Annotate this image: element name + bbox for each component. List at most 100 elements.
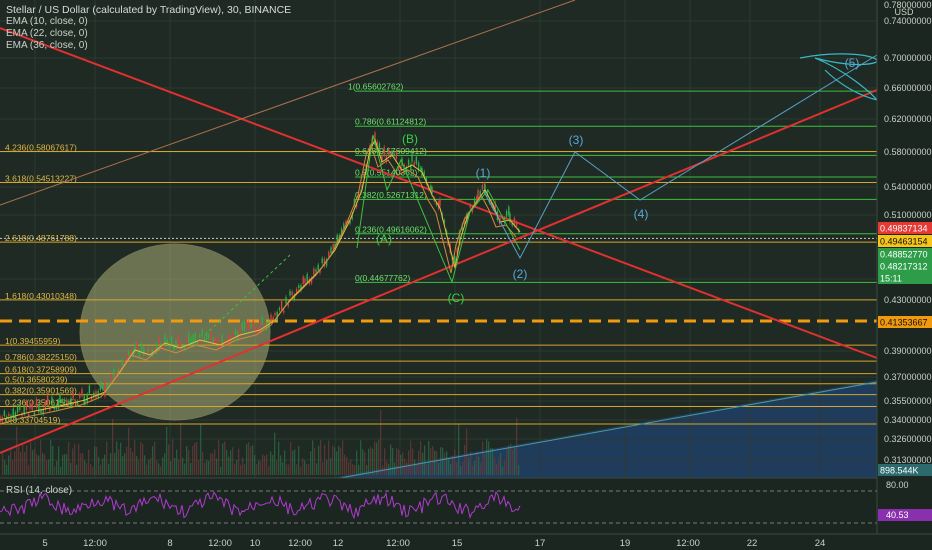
- candle-body: [477, 189, 479, 199]
- wave-label: (4): [634, 207, 649, 221]
- volume-bar: [224, 441, 226, 475]
- volume-bar: [452, 455, 454, 475]
- volume-bar: [228, 456, 230, 475]
- volume-bar: [512, 449, 514, 475]
- time-tick: 17: [535, 538, 546, 549]
- volume-bar: [246, 444, 248, 475]
- volume-bar: [466, 428, 468, 475]
- candle-body: [121, 359, 123, 366]
- volume-bar: [10, 448, 12, 475]
- volume-bar: [238, 448, 240, 475]
- candle-body: [431, 187, 433, 194]
- fib-label: 4.236(0.58067617): [5, 142, 77, 152]
- volume-bar: [12, 460, 14, 475]
- candle-body: [55, 405, 58, 410]
- wave-label: (1): [476, 166, 491, 180]
- candle-body: [234, 330, 237, 335]
- volume-bar: [354, 465, 356, 475]
- price-tick: 0.51000000: [884, 210, 932, 220]
- candle-body: [27, 413, 30, 417]
- candle-body: [219, 344, 221, 350]
- volume-bar: [500, 452, 502, 475]
- volume-bar: [400, 454, 402, 475]
- volume-bar: [250, 446, 252, 475]
- price-badge-bg: [878, 272, 932, 284]
- volume-bar: [230, 450, 232, 475]
- candle-body: [173, 346, 175, 350]
- fib-label: 0.786(0.61124812): [355, 117, 426, 127]
- volume-bar: [84, 460, 86, 475]
- candle-body: [321, 258, 323, 264]
- rsi-label[interactable]: RSI (14, close): [6, 485, 73, 496]
- candle-body: [212, 338, 214, 342]
- volume-bar: [412, 448, 414, 475]
- volume-bar: [150, 457, 152, 475]
- candle-body: [433, 198, 435, 202]
- candle-body: [203, 338, 206, 341]
- candle-body: [228, 335, 230, 345]
- volume-bar: [102, 458, 104, 475]
- candle-body: [343, 223, 345, 229]
- candle-body: [411, 153, 413, 162]
- candle-body: [241, 322, 243, 331]
- volume-bar: [396, 448, 398, 475]
- candle-body: [289, 290, 291, 296]
- volume-bar: [236, 459, 238, 475]
- candle-body: [302, 276, 304, 285]
- volume-bar: [128, 427, 130, 475]
- volume-bar: [518, 465, 520, 475]
- volume-bar: [178, 459, 180, 475]
- candle-body: [306, 274, 308, 282]
- volume-bar: [328, 440, 330, 475]
- rsi-pane: [0, 479, 877, 534]
- volume-bar: [176, 449, 178, 475]
- time-tick: 12:00: [83, 538, 107, 549]
- volume-bar: [86, 463, 88, 475]
- volume-bar: [160, 466, 162, 475]
- candle-body: [256, 327, 259, 335]
- fib-label: 0(0.33704519): [5, 415, 60, 425]
- volume-bar: [146, 464, 148, 475]
- volume-bars: [2, 409, 520, 475]
- volume-bar: [152, 446, 154, 475]
- volume-bar: [426, 464, 428, 475]
- indicator-ema-10[interactable]: EMA (10, close, 0): [6, 16, 88, 27]
- indicator-ema-36[interactable]: EMA (36, close, 0): [6, 40, 88, 51]
- projection-line: [204, 254, 291, 336]
- volume-bar: [364, 452, 366, 475]
- volume-bar: [318, 445, 320, 475]
- volume-bar: [112, 418, 114, 475]
- volume-bar: [342, 440, 344, 475]
- volume-bar: [174, 458, 176, 475]
- volume-bar: [312, 440, 314, 475]
- candle-body: [151, 349, 153, 356]
- candle-body: [515, 222, 518, 227]
- volume-bar: [220, 466, 222, 475]
- volume-bar: [392, 448, 394, 475]
- indicator-ema-22[interactable]: EMA (22, close, 0): [6, 28, 88, 39]
- candle-body: [108, 383, 111, 387]
- volume-bar: [184, 463, 186, 475]
- candle-body: [68, 400, 70, 404]
- candle-body: [476, 196, 478, 203]
- volume-bar: [490, 448, 492, 475]
- volume-bar: [428, 440, 430, 475]
- volume-bar: [276, 460, 278, 475]
- volume-bar: [504, 460, 506, 475]
- volume-bar: [416, 465, 418, 475]
- price-badge-text: 15:11: [880, 274, 902, 284]
- volume-bar: [196, 442, 198, 475]
- candle-body: [155, 344, 158, 353]
- volume-bar: [54, 466, 56, 475]
- wave-label: (C): [448, 291, 465, 305]
- time-tick: 12:00: [386, 538, 410, 549]
- fib-label: 0.786(0.38225150): [5, 352, 77, 362]
- candle-body: [484, 184, 486, 193]
- candle-body: [160, 343, 162, 347]
- volume-bar: [186, 446, 188, 475]
- candle-body: [481, 185, 484, 190]
- candle-body: [128, 351, 130, 355]
- volume-bar: [162, 457, 164, 475]
- downtrend-line: [0, 27, 878, 359]
